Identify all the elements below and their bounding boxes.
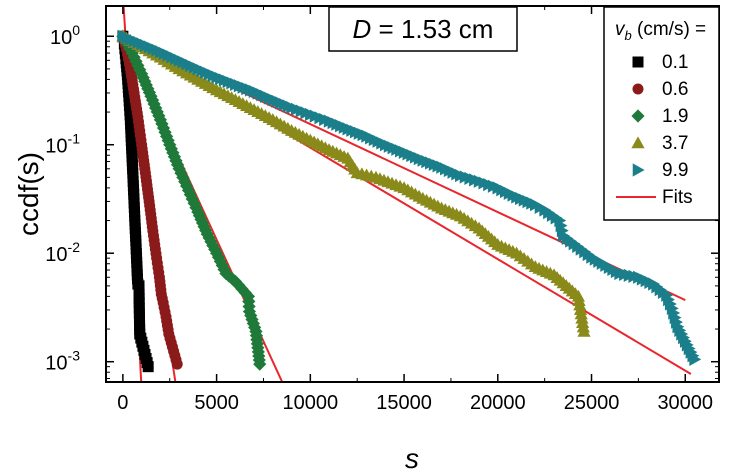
legend-label-0.6: 0.6	[662, 79, 688, 100]
data-point	[171, 358, 183, 370]
legend-marker-9.9	[632, 163, 645, 177]
data-point	[689, 352, 702, 367]
legend-marker-0.1	[632, 56, 644, 68]
legend: vb (cm/s) = 0.1 0.6 1.9 3.7 9.9 Fits	[603, 6, 720, 221]
legend-label-0.1: 0.1	[662, 52, 688, 73]
series-0.1	[117, 30, 154, 373]
annotation-box: D = 1.53 cm	[328, 6, 518, 52]
legend-label-3.7: 3.7	[662, 133, 688, 154]
legend-label-9.9: 9.9	[662, 160, 688, 181]
x-tick-label: 0	[117, 392, 128, 414]
x-tick-label: 5000	[194, 392, 239, 414]
x-tick-label: 30000	[657, 392, 713, 414]
data-point	[577, 324, 591, 337]
y-tick-label: 10-1	[45, 131, 80, 158]
legend-marker-0.6	[632, 83, 644, 95]
legend-title: vb (cm/s) =	[615, 19, 706, 43]
x-axis-title: s	[405, 443, 419, 474]
data-point	[235, 282, 249, 296]
y-tick-label: 10-2	[45, 239, 80, 266]
data-point	[142, 361, 154, 373]
legend-marker-1.9	[631, 109, 645, 123]
series-1.9	[116, 29, 267, 371]
data-point	[253, 357, 267, 371]
x-tick-label: 15000	[376, 392, 432, 414]
x-tick-label: 10000	[283, 392, 339, 414]
x-tick-label: 25000	[564, 392, 620, 414]
legend-label-1.9: 1.9	[662, 106, 688, 127]
y-axis-title: ccdf(s)	[13, 152, 44, 236]
annotation-text: D = 1.53 cm	[353, 14, 494, 44]
y-tick-label: 10-3	[45, 348, 80, 375]
legend-marker-3.7	[631, 136, 645, 149]
y-tick-label: 100	[50, 22, 80, 49]
x-tick-label: 20000	[470, 392, 526, 414]
legend-label-fits: Fits	[662, 187, 693, 208]
data-point	[238, 286, 252, 300]
data-point	[228, 274, 242, 288]
series-9.9	[117, 29, 702, 367]
